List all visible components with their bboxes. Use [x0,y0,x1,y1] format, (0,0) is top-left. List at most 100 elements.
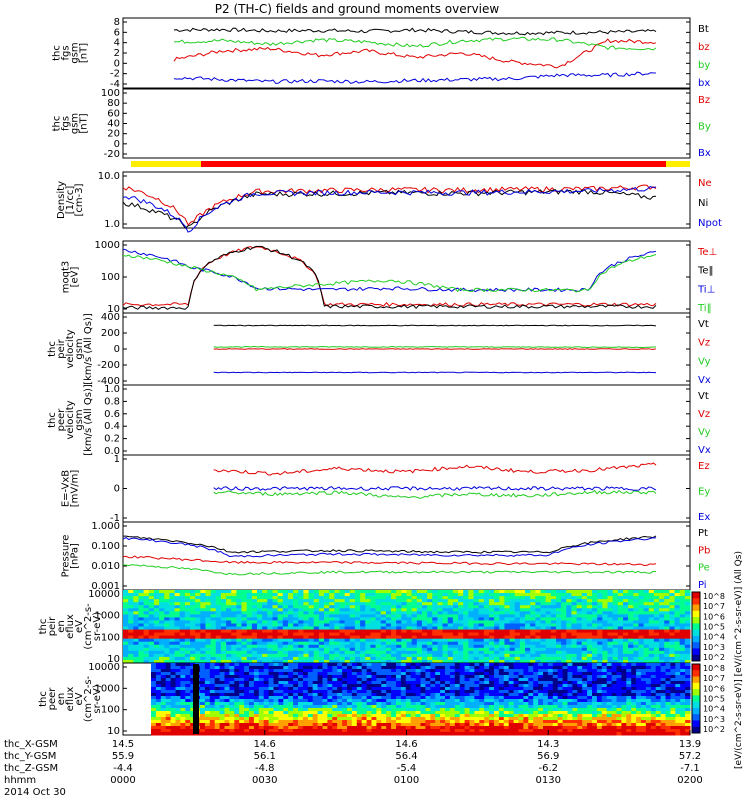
spectrogram-cell [405,705,412,709]
spectrogram-cell [474,696,480,700]
spectrogram-cell [190,693,196,697]
spectrogram-cell [445,723,451,727]
spectrogram-cell [488,659,495,664]
spectrogram-cell [318,650,325,655]
spectrogram-cell [169,653,176,658]
spectrogram-cell [312,705,319,709]
spectrogram-cell [415,726,421,730]
spectrogram-cell [365,626,371,631]
spectrogram-cell [561,614,567,618]
spectrogram-cell [143,626,150,631]
spectrogram-cell [555,653,562,658]
spectrogram-cell [416,599,423,603]
spectrogram-cell [123,602,129,606]
spectrogram-cell [262,596,268,600]
spectrogram-cell [224,681,230,685]
spectrogram-cell [504,620,511,624]
spectrogram-cell [543,711,549,715]
spectrogram-cell [545,641,552,646]
spectrogram-cell [533,672,539,676]
spectrogram-cell [267,656,273,661]
spectrogram-cell [612,620,619,624]
spectrogram-cell [366,666,372,670]
spectrogram-cell [509,644,516,649]
spectrogram-cell [504,593,511,597]
spectrogram-cell [164,653,170,658]
spectrogram-cell [479,717,485,721]
series-line-Ex [213,486,657,491]
spectrogram-cell [278,711,284,715]
spectrogram-cell [540,644,547,649]
spectrogram-cell [339,602,346,606]
spectrogram-cell [361,699,368,703]
spectrogram-cell [602,611,609,615]
spectrogram-cell [416,593,423,597]
spectrogram-cell [380,650,387,655]
spectrogram-cell [386,699,392,703]
spectrogram-cell [674,593,681,597]
spectrogram-cell [267,659,273,664]
spectrogram-cell [258,720,265,724]
spectrogram-cell [169,602,176,606]
spectrogram-cell [298,708,304,712]
spectrogram-cell [432,659,438,664]
spectrogram-cell [530,647,536,652]
spectrogram-cell [174,647,181,652]
spectrogram-cell [236,626,243,631]
spectrogram-cell [523,732,529,736]
spectrogram-cell [669,617,676,621]
spectrogram-cell [180,696,186,700]
spectrogram-cell [533,696,539,700]
spectrogram-cell [518,690,524,694]
spectrogram-cell [391,729,397,733]
spectrogram-cell [376,696,382,700]
spectrogram-cell [653,623,660,627]
spectrogram-cell [432,626,438,631]
spectrogram-cell [508,711,515,715]
spectrogram-cell [561,647,567,652]
spectrogram-cell [547,669,554,673]
spectrogram-cell [219,672,225,676]
spectrogram-cell [494,617,500,621]
spectrogram-cell [151,693,157,697]
spectrogram-cell [170,681,176,685]
spectrogram-cell [622,626,629,631]
spectrogram-cell [499,608,505,612]
spectrogram-cell [210,590,217,594]
spectrogram-cell [302,699,309,703]
spectrogram-cell [391,675,397,679]
spectrogram-cell [518,687,524,691]
spectrogram-cell [401,656,407,661]
spectrogram-cell [204,681,211,685]
spectrogram-cell [226,596,232,600]
spectrogram-cell [679,623,686,627]
spectrogram-cell [498,684,505,688]
spectrogram-cell [406,650,413,655]
spectrogram-cell [607,596,614,600]
spectrogram-cell [669,632,676,637]
spectrogram-cell [386,705,392,709]
spectrogram-cell [454,705,461,709]
spectrogram-cell [268,732,274,736]
spectrogram-cell [143,650,150,655]
spectrogram-cell [354,632,361,637]
spectrogram-cell [421,596,428,600]
spectrogram-cell [519,617,526,621]
spectrogram-cell [349,653,356,658]
spectrogram-cell [273,732,279,736]
spectrogram-cell [519,593,526,597]
spectrogram-cell [257,605,263,609]
spectrogram-cell [406,626,413,631]
spectrogram-cell [327,702,333,706]
spectrogram-cell [123,611,129,615]
spectrogram-cell [533,699,539,703]
spectrogram-cell [317,720,323,724]
spectrogram-cell [669,653,676,658]
spectrogram-cell [164,632,170,637]
spectrogram-cell [566,626,572,631]
spectrogram-cell [483,599,490,603]
spectrogram-cell [607,626,614,631]
spectrogram-cell [425,666,431,670]
spectrogram-cell [239,729,245,733]
spectrogram-cell [169,593,176,597]
